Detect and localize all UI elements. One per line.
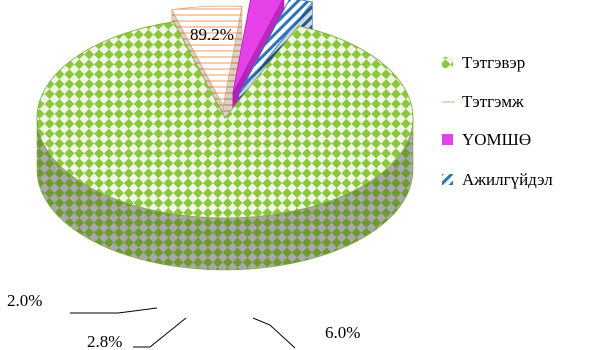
leader-line-2	[252, 317, 296, 349]
data-label-2: 6.0%	[325, 323, 360, 342]
pie-slice-1	[36, 21, 414, 219]
pie-slice-4	[238, 0, 314, 95]
legend-label-3: ҮОМШӨ	[462, 130, 531, 149]
legend-swatch-3	[442, 134, 453, 145]
data-label-4: 2.0%	[7, 291, 42, 310]
data-label-3: 2.8%	[87, 332, 122, 350]
legend-label-1: Тэтгэвэр	[462, 53, 525, 72]
legend-swatch-1	[442, 57, 453, 68]
data-label-1: 89.2%	[190, 25, 234, 44]
legend-label-4: Ажилгүйдэл	[462, 170, 553, 189]
legend-label-2: Тэтгэмж	[462, 92, 524, 111]
leader-line-4	[70, 307, 158, 314]
pie-slice-2	[171, 5, 243, 108]
legend-swatch-4	[442, 174, 453, 185]
leader-line-3	[133, 317, 187, 348]
pie-slice-3	[232, 0, 283, 94]
